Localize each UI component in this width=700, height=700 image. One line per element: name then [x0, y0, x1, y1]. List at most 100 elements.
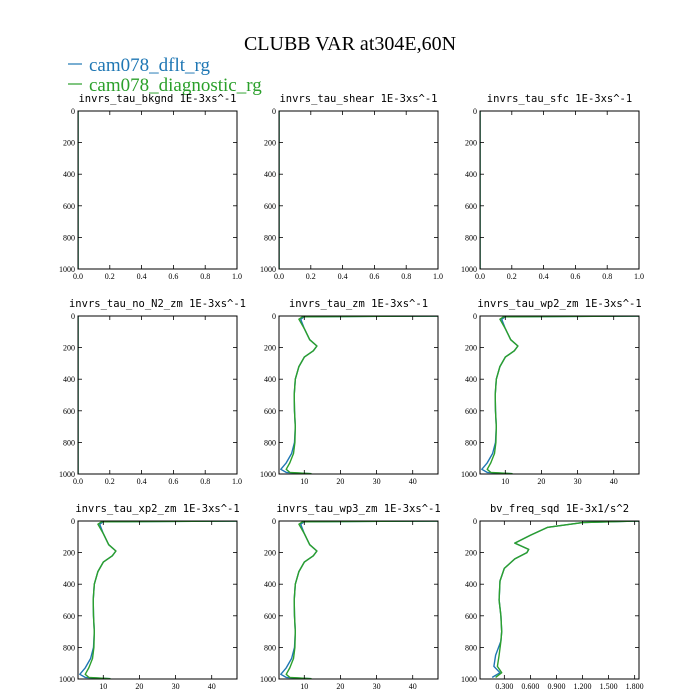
x-tick-label: 0.4: [137, 477, 147, 486]
x-tick-label: 10: [300, 682, 308, 691]
series-line: [486, 316, 639, 474]
y-tick-label: 0: [71, 312, 75, 321]
y-tick-label: 1000: [59, 470, 75, 479]
y-tick-label: 0: [71, 517, 75, 526]
y-tick-label: 1000: [260, 470, 276, 479]
x-tick-label: 30: [574, 477, 582, 486]
y-tick-label: 600: [264, 202, 276, 211]
x-tick-label: 40: [409, 682, 417, 691]
series-line: [280, 316, 438, 474]
x-tick-label: 40: [208, 682, 216, 691]
panel: invrs_tau_xp2_zm 1E-3xs^-110 20 30 40020040…: [59, 503, 240, 691]
y-tick-label: 0: [272, 517, 276, 526]
y-tick-label: 600: [264, 612, 276, 621]
series-line: [84, 521, 237, 679]
x-tick-label: 0.6: [168, 477, 178, 486]
panel: invrs_tau_shear 1E-3xs^-1 0.0 0.2 0.4 0.6 0.8…: [260, 93, 443, 281]
y-tick-label: 600: [63, 612, 75, 621]
y-tick-label: 400: [264, 375, 276, 384]
panel: invrs_tau_no_N2_zm 1E-3xs^-1 0.0 0.2 0.4 0.6…: [59, 298, 246, 486]
x-tick-label: 30: [373, 682, 381, 691]
series-line: [495, 521, 639, 678]
panel-title: invrs_tau_sfc 1E-3xs^-1: [487, 93, 632, 105]
x-tick-label: 0.2: [105, 272, 115, 281]
x-tick-label: 0.2: [105, 477, 115, 486]
y-tick-label: 800: [465, 438, 477, 447]
panel: invrs_tau_wp2_zm 1E-3xs^-110 20 30 40020040…: [461, 298, 642, 486]
y-tick-label: 200: [264, 344, 276, 353]
x-tick-label: 20: [336, 682, 344, 691]
y-tick-label: 200: [465, 139, 477, 148]
panel-title: invrs_tau_no_N2_zm 1E-3xs^-1: [69, 298, 246, 310]
x-tick-label: 1.500: [600, 682, 618, 691]
panel-frame: [77, 110, 238, 270]
legend-label-dflt: cam078_dflt_rg: [89, 55, 211, 76]
y-tick-label: 600: [264, 407, 276, 416]
x-tick-label: 0.0: [73, 272, 83, 281]
x-tick-label: 1.0: [634, 272, 644, 281]
panel-title: invrs_tau_xp2_zm 1E-3xs^-1: [75, 503, 239, 515]
panel-frame: [479, 520, 640, 680]
panel-title: invrs_tau_shear 1E-3xs^-1: [279, 93, 437, 105]
y-tick-label: 600: [465, 202, 477, 211]
x-tick-label: 0.8: [200, 272, 210, 281]
y-tick-label: 600: [465, 407, 477, 416]
x-tick-label: 1.0: [433, 272, 443, 281]
panel: bv_freq_sqd 1E-3x1/s^2 0.300 0.600 0.900 1.2…: [461, 503, 644, 691]
y-tick-label: 200: [63, 344, 75, 353]
panel: invrs_tau_zm 1E-3xs^-110 20 30 400200400600…: [260, 298, 439, 486]
x-tick-label: 30: [172, 682, 180, 691]
y-tick-label: 1000: [260, 265, 276, 274]
figure-title: CLUBB VAR at304E,60N: [244, 33, 456, 55]
x-tick-label: 20: [135, 682, 143, 691]
series-line: [481, 316, 639, 474]
x-tick-label: 0.900: [547, 682, 565, 691]
x-tick-label: 0.6: [369, 272, 379, 281]
x-tick-label: 20: [336, 477, 344, 486]
x-tick-label: 0.4: [338, 272, 348, 281]
panel-frame: [479, 315, 640, 475]
y-tick-label: 400: [63, 375, 75, 384]
series-line: [491, 521, 639, 678]
panel-grid: invrs_tau_bkgnd 1E-3xs^-1 0.0 0.2 0.4 0.6 0.8…: [59, 93, 644, 691]
y-tick-label: 400: [264, 170, 276, 179]
panel-frame: [77, 520, 238, 680]
y-tick-label: 200: [465, 344, 477, 353]
y-tick-label: 200: [63, 549, 75, 558]
y-tick-label: 400: [465, 375, 477, 384]
x-tick-label: 0.8: [200, 477, 210, 486]
y-tick-label: 600: [465, 612, 477, 621]
x-tick-label: 1.0: [232, 477, 242, 486]
x-tick-label: 40: [409, 477, 417, 486]
x-tick-label: 10: [300, 477, 308, 486]
y-tick-label: 0: [272, 312, 276, 321]
series-line: [79, 521, 237, 679]
panel: invrs_tau_bkgnd 1E-3xs^-1 0.0 0.2 0.4 0.6 0.8…: [59, 93, 242, 281]
panel-title: invrs_tau_wp3_zm 1E-3xs^-1: [276, 503, 440, 515]
y-tick-label: 800: [264, 233, 276, 242]
x-tick-label: 0.0: [274, 272, 284, 281]
x-tick-label: 1.200: [574, 682, 592, 691]
panel-frame: [278, 520, 439, 680]
legend: cam078_dflt_rg cam078_diagnostic_rg: [68, 55, 262, 96]
x-tick-label: 40: [610, 477, 618, 486]
panel-frame: [77, 315, 238, 475]
x-tick-label: 0.0: [475, 272, 485, 281]
panel-frame: [278, 110, 439, 270]
panel: invrs_tau_wp3_zm 1E-3xs^-110 20 30 40020040…: [260, 503, 441, 691]
y-tick-label: 400: [465, 170, 477, 179]
y-tick-label: 1000: [59, 675, 75, 684]
x-tick-label: 0.300: [495, 682, 513, 691]
x-tick-label: 0.600: [521, 682, 539, 691]
panel: invrs_tau_sfc 1E-3xs^-1 0.0 0.2 0.4 0.6 0.8 1.…: [461, 93, 644, 281]
y-tick-label: 1000: [461, 470, 477, 479]
x-tick-label: 30: [373, 477, 381, 486]
x-tick-label: 20: [537, 477, 545, 486]
y-tick-label: 0: [71, 107, 75, 116]
y-tick-label: 800: [264, 643, 276, 652]
y-tick-label: 400: [264, 580, 276, 589]
x-tick-label: 0.8: [602, 272, 612, 281]
y-tick-label: 0: [473, 517, 477, 526]
series-line: [285, 316, 438, 474]
x-tick-label: 0.4: [137, 272, 147, 281]
